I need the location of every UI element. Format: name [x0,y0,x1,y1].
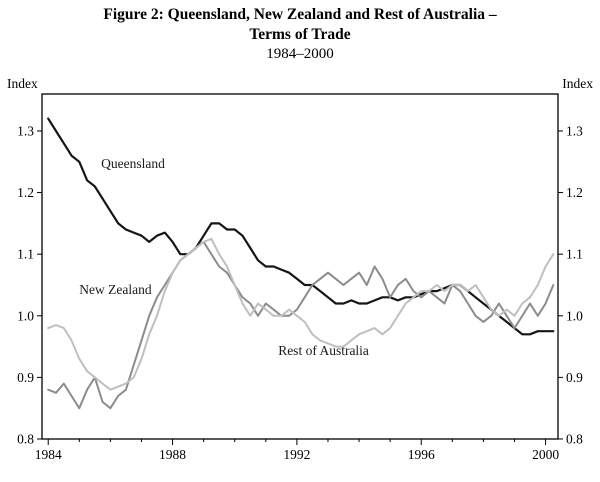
svg-text:1.2: 1.2 [17,185,34,200]
svg-text:1.2: 1.2 [566,185,583,200]
svg-text:1.1: 1.1 [17,247,34,262]
svg-text:2000: 2000 [532,447,559,462]
figure-title-line1: Figure 2: Queensland, New Zealand and Re… [103,6,497,23]
svg-text:Rest of Australia: Rest of Australia [278,343,369,358]
svg-text:0.9: 0.9 [17,370,34,385]
figure-title-line2: Terms of Trade [249,26,351,43]
svg-text:1996: 1996 [408,447,435,462]
svg-text:1984: 1984 [35,447,62,462]
figure-period-label: 1984–2000 [266,46,334,62]
svg-text:1988: 1988 [159,447,186,462]
svg-text:0.8: 0.8 [17,432,34,447]
svg-text:1.3: 1.3 [17,123,34,138]
svg-text:1.3: 1.3 [566,123,583,138]
svg-text:New Zealand: New Zealand [79,282,152,297]
y-axis-label-left: Index [7,76,38,91]
terms-of-trade-line-chart: 0.8 0.8 0.9 0.9 1.0 1.0 1.1 1.1 1.2 1.2 1.3 1.3 1984… [17,93,583,462]
svg-text:1992: 1992 [283,447,310,462]
svg-text:1.0: 1.0 [17,308,34,323]
svg-text:Queensland: Queensland [101,156,165,171]
y-axis-label-right: Index [562,76,593,91]
svg-text:1.0: 1.0 [566,308,583,323]
svg-text:1.1: 1.1 [566,247,583,262]
svg-text:0.8: 0.8 [566,432,583,447]
figure-title-block: Figure 2: Queensland, New Zealand and Re… [0,0,600,64]
svg-text:0.9: 0.9 [566,370,583,385]
